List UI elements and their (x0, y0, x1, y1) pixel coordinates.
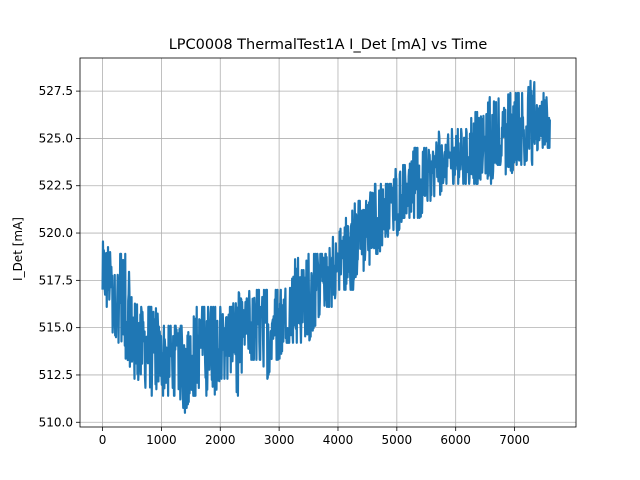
y-tick-label: 515.0 (39, 321, 73, 335)
x-tick-label: 3000 (264, 433, 295, 447)
chart-title: LPC0008 ThermalTest1A I_Det [mA] vs Time (169, 37, 488, 53)
axes-frame (79, 57, 577, 428)
y-tick-label: 525.0 (39, 131, 73, 145)
x-tick-label: 2000 (205, 433, 236, 447)
series-layer (101, 79, 551, 414)
y-tick-label: 517.5 (39, 273, 73, 287)
x-tick-label: 0 (99, 433, 107, 447)
x-tick-label: 7000 (499, 433, 530, 447)
x-tick-label: 5000 (382, 433, 413, 447)
grid (80, 58, 576, 427)
y-tick-label: 522.5 (39, 179, 73, 193)
axes: 0 1000 2000 3000 4000 5000 6000 7000 510.0 512.5 5… (39, 57, 577, 447)
y-tick-label: 520.0 (39, 226, 73, 240)
y-tick-label: 510.0 (39, 415, 73, 429)
y-tick-label: 527.5 (39, 84, 73, 98)
x-tick-label: 6000 (440, 433, 471, 447)
y-tick-label: 512.5 (39, 368, 73, 382)
series-line (101, 79, 551, 414)
x-tick-label: 1000 (146, 433, 177, 447)
x-tick-label: 4000 (323, 433, 354, 447)
y-axis-title: I_Det [mA] (11, 217, 25, 281)
